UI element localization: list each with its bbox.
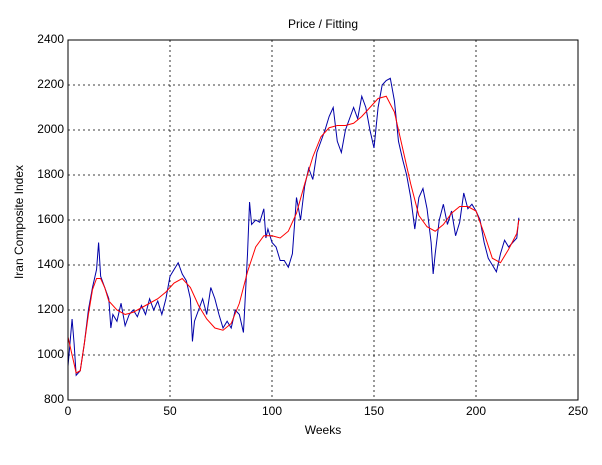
y-tick-label: 2400: [37, 32, 64, 46]
x-tick-label: 50: [163, 404, 177, 418]
x-tick-label: 150: [364, 404, 384, 418]
x-tick-label: 250: [568, 404, 588, 418]
y-tick-label: 2000: [37, 122, 64, 136]
x-tick-label: 100: [262, 404, 282, 418]
y-tick-label: 1800: [37, 167, 64, 181]
y-tick-label: 1200: [37, 302, 64, 316]
data-line: [67, 95, 520, 374]
y-tick-label: 1600: [37, 212, 64, 226]
x-tick-label: 200: [466, 404, 486, 418]
x-tick-label: 0: [65, 404, 72, 418]
x-axis-label: Weeks: [305, 423, 341, 437]
y-tick-label: 800: [44, 392, 64, 406]
y-tick-label: 1400: [37, 257, 64, 271]
y-tick-label: 1000: [37, 347, 64, 361]
data-line: [67, 77, 520, 377]
y-tick-label: 2200: [37, 77, 64, 91]
y-axis-label: Iran Composite Index: [12, 165, 26, 279]
plot-frame: [67, 39, 579, 401]
chart-title: Price / Fitting: [288, 17, 358, 31]
